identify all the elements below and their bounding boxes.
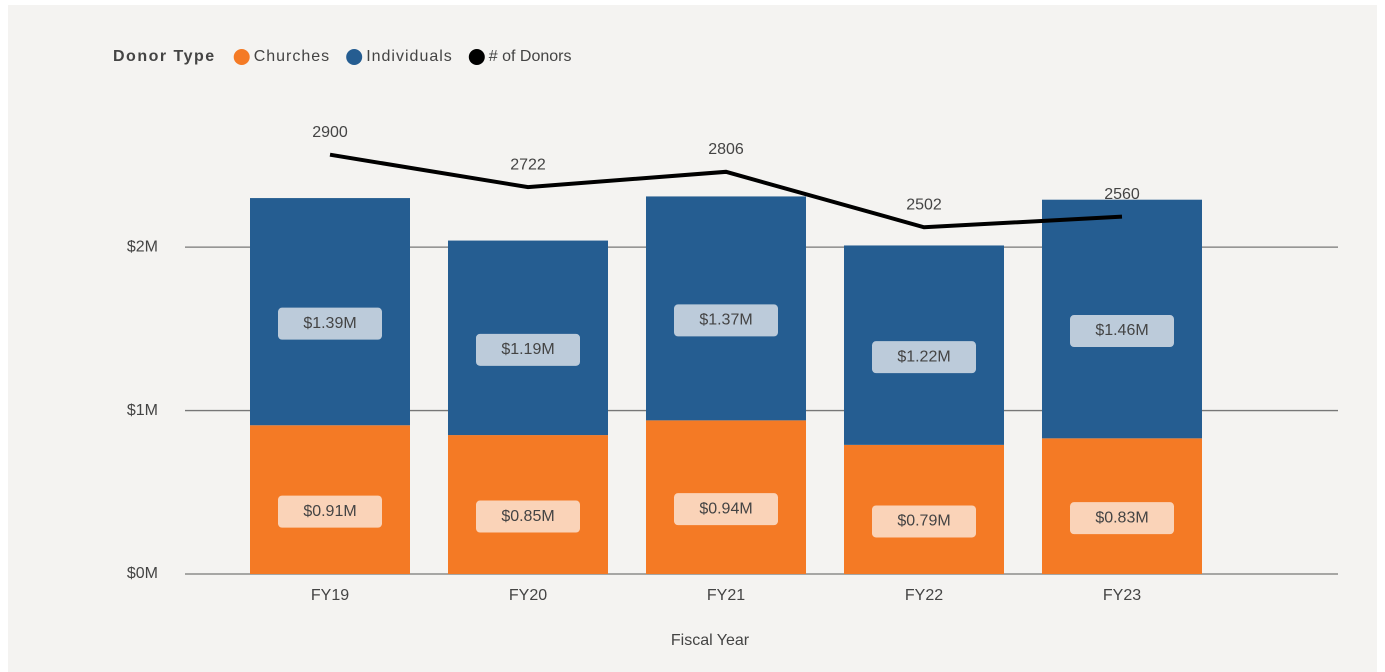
legend-swatch — [468, 49, 485, 65]
line-value-label: 2502 — [906, 196, 942, 213]
value-label-box — [674, 493, 778, 526]
y-tick-label: $1M — [127, 402, 158, 419]
value-label: $0.79M — [897, 513, 950, 530]
x-tick-label: FY21 — [707, 587, 745, 604]
line-value-label: 2560 — [1104, 186, 1140, 203]
x-tick-label: FY22 — [905, 587, 943, 604]
value-label: $1.22M — [897, 348, 950, 365]
legend-label: # of Donors — [489, 48, 572, 65]
value-label-box — [278, 307, 382, 340]
value-label-box — [1070, 502, 1174, 535]
value-label-box — [674, 304, 778, 337]
legend-label: Individuals — [366, 48, 453, 65]
donor-line — [329, 152, 1123, 230]
value-label-box — [476, 500, 580, 533]
value-label-box — [872, 505, 976, 538]
y-tick-label: $2M — [127, 238, 158, 255]
line-value-label: 2722 — [510, 156, 546, 173]
value-label: $0.85M — [501, 508, 554, 525]
value-label: $1.37M — [699, 312, 752, 329]
value-label-box — [872, 341, 976, 374]
value-label: $0.94M — [699, 500, 752, 517]
line-value-label: 2900 — [312, 124, 348, 141]
value-label: $1.39M — [303, 315, 356, 332]
value-label-box — [278, 495, 382, 528]
value-label-box — [476, 333, 580, 366]
y-tick-label: $0M — [127, 565, 158, 582]
value-label: $1.19M — [501, 341, 554, 358]
value-label: $0.83M — [1095, 509, 1148, 526]
line-value-label: 2806 — [708, 141, 744, 158]
legend-title: Donor Type — [113, 48, 216, 65]
legend-swatch — [233, 49, 250, 65]
value-label: $1.46M — [1095, 322, 1148, 339]
legend-swatch — [346, 49, 363, 65]
value-label: $0.91M — [303, 503, 356, 520]
x-tick-label: FY19 — [311, 587, 349, 604]
x-tick-label: FY20 — [509, 587, 547, 604]
x-axis-label: Fiscal Year — [671, 632, 750, 649]
legend-label: Churches — [254, 48, 330, 65]
value-label-box — [1070, 315, 1174, 348]
x-tick-label: FY23 — [1103, 587, 1141, 604]
